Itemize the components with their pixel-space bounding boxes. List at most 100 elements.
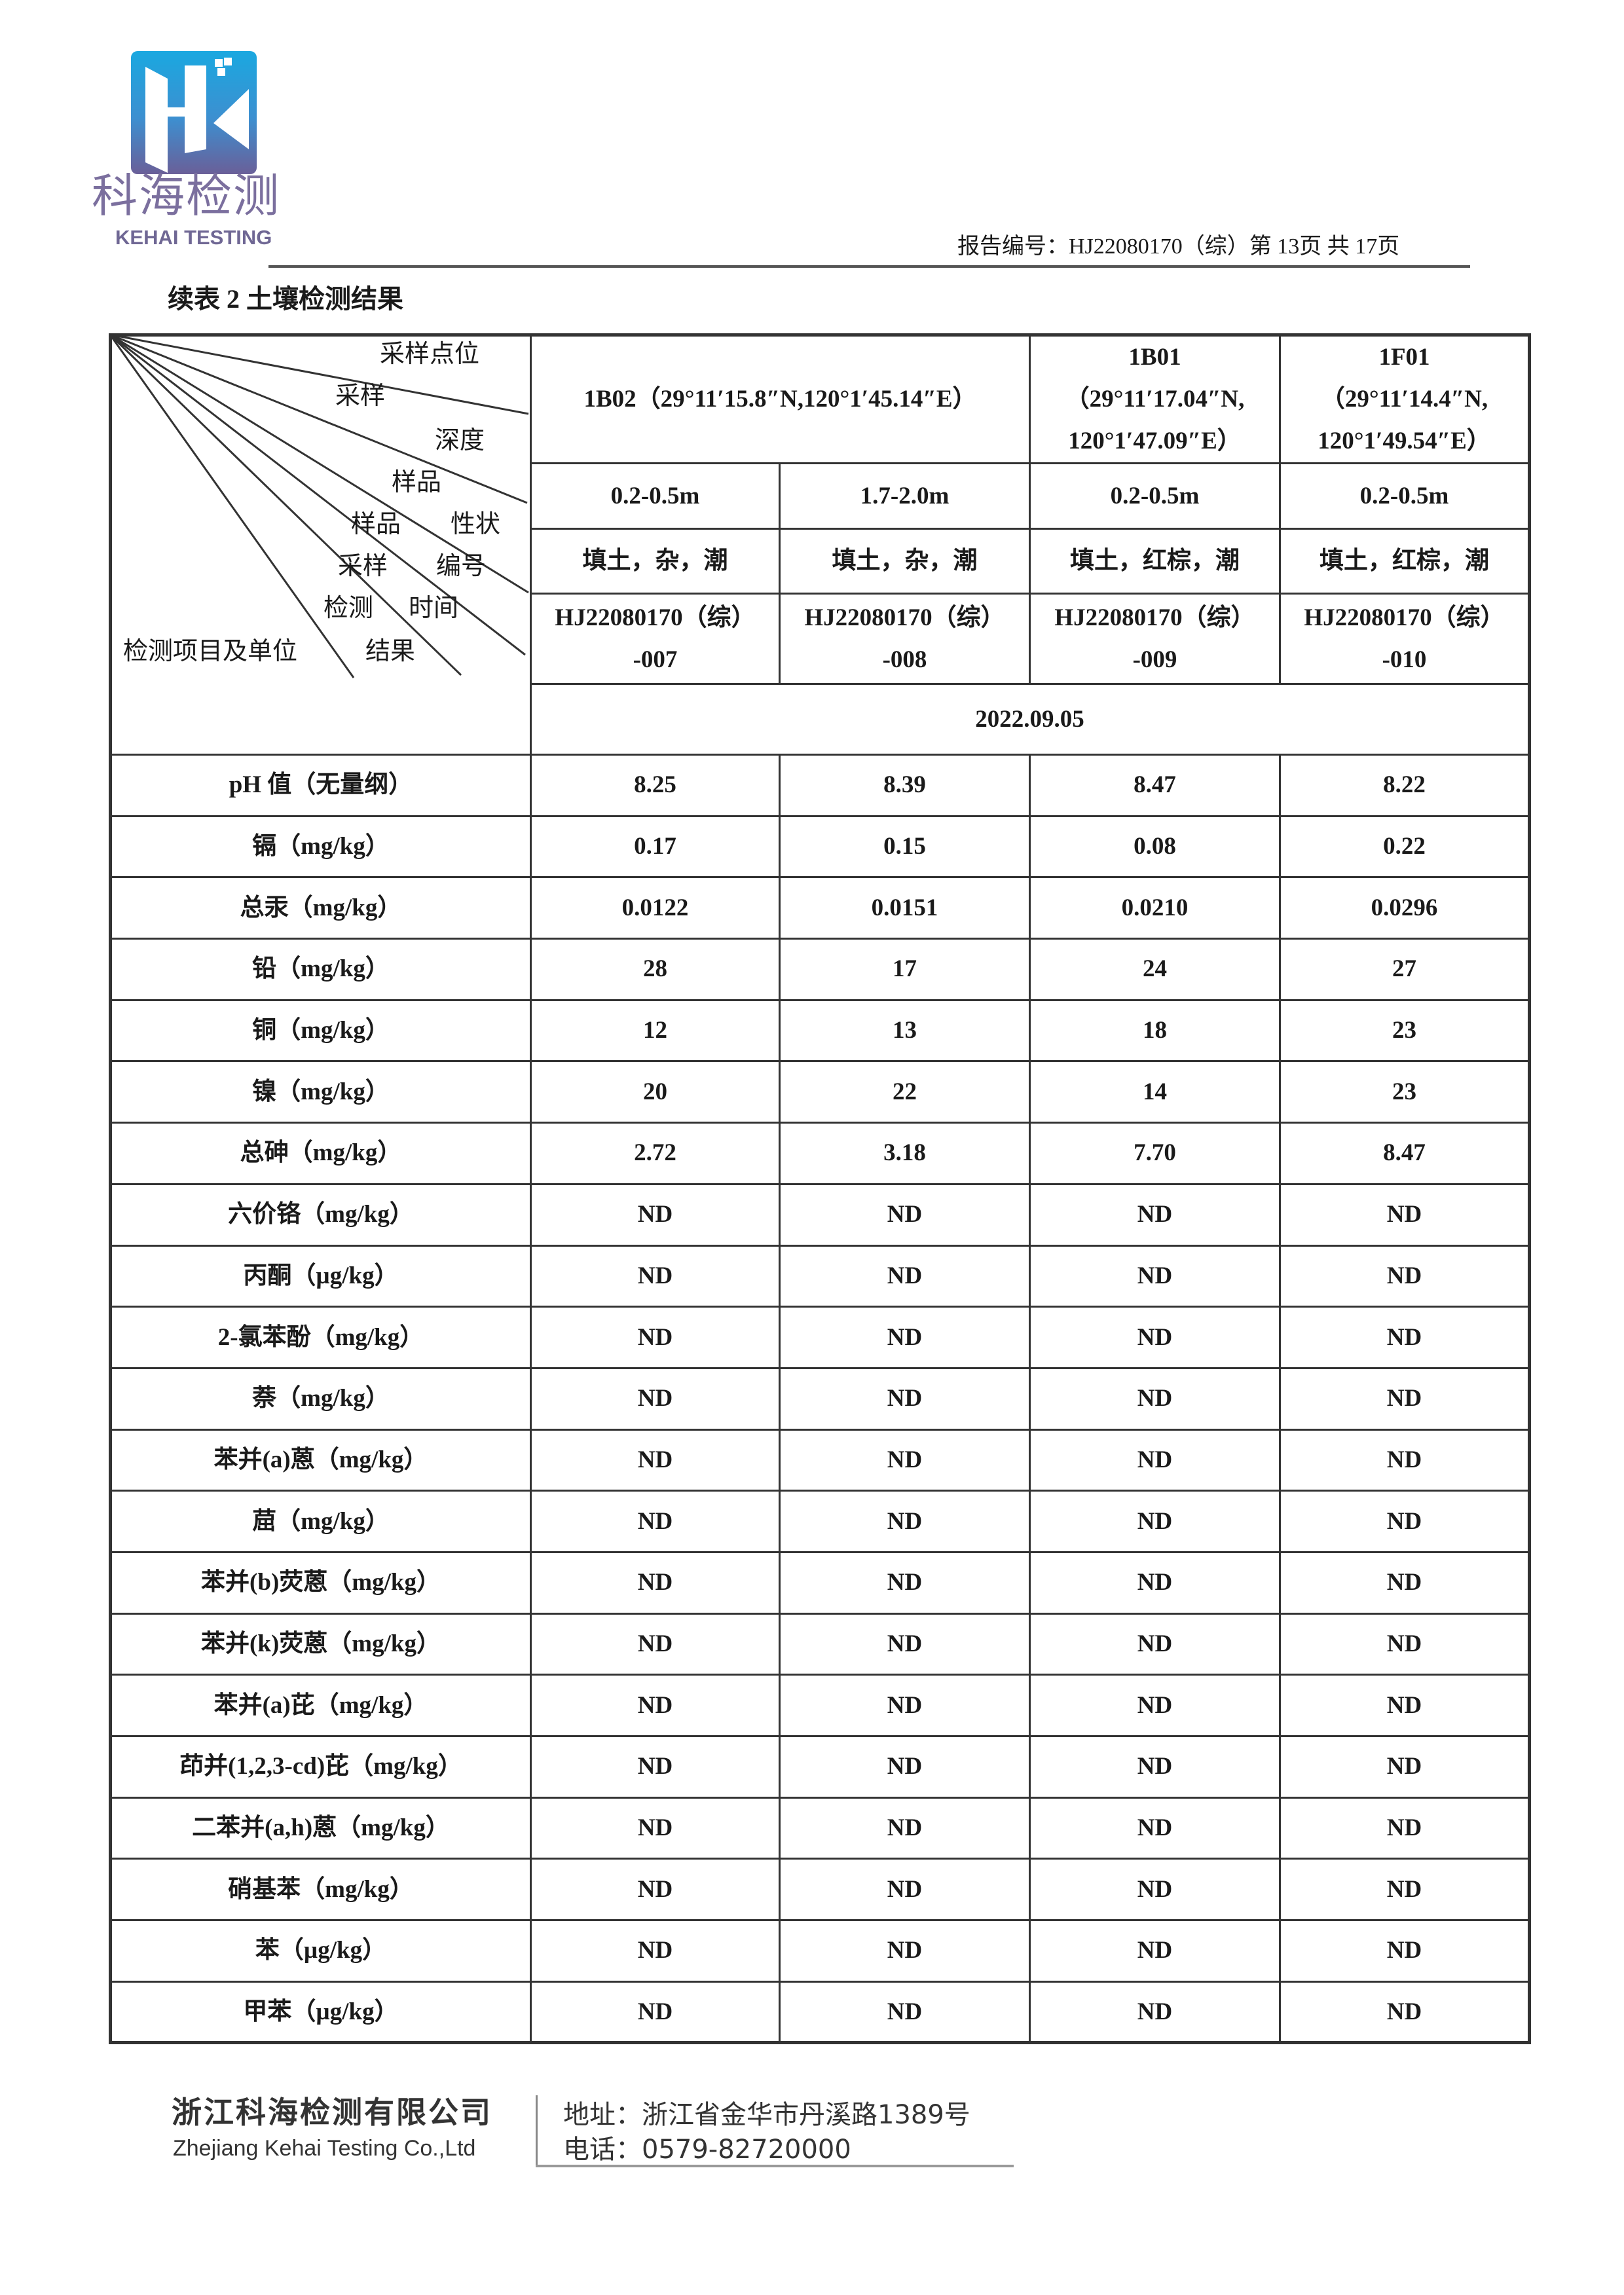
test-item: 总汞（mg/kg） bbox=[109, 876, 532, 940]
result-value: ND bbox=[779, 1858, 1031, 1922]
test-item: 苯并(b)荧蒽（mg/kg） bbox=[109, 1551, 532, 1615]
diag-label-time-a: 检测 bbox=[323, 593, 374, 622]
table-row: 镉（mg/kg） 0.17 0.15 0.08 0.22 bbox=[109, 815, 1531, 879]
diag-label-prop-c: 性状 bbox=[451, 509, 501, 538]
footer-company-en: Zhejiang Kehai Testing Co.,Ltd bbox=[173, 2136, 476, 2161]
sample-id-cell: HJ22080170（综） -010 bbox=[1279, 593, 1531, 685]
table-row: 甲苯（µg/kg） ND ND ND ND bbox=[109, 1980, 1531, 2045]
diagonal-line bbox=[109, 333, 528, 504]
table-row: 铜（mg/kg） 12 13 18 23 bbox=[109, 999, 1531, 1063]
result-value: ND bbox=[530, 1428, 781, 1492]
footer-company-cn: 浙江科海检测有限公司 bbox=[172, 2095, 492, 2130]
result-value: ND bbox=[1029, 1674, 1281, 1737]
test-item: 苯并(k)荧蒽（mg/kg） bbox=[109, 1612, 532, 1676]
site-lat: （29°11′17.04″N, bbox=[1065, 386, 1245, 413]
test-item: 镉（mg/kg） bbox=[109, 815, 532, 879]
test-item: 六价铬（mg/kg） bbox=[109, 1183, 532, 1247]
result-value: ND bbox=[1279, 1858, 1531, 1922]
result-value: ND bbox=[779, 1490, 1031, 1553]
sample-id-cell: HJ22080170（综） -007 bbox=[530, 593, 781, 685]
result-value: 0.17 bbox=[530, 815, 781, 879]
result-value: 2.72 bbox=[530, 1122, 781, 1185]
result-value: 8.22 bbox=[1279, 754, 1531, 817]
test-item: 苯（µg/kg） bbox=[109, 1919, 532, 1983]
result-value: 20 bbox=[530, 1060, 781, 1124]
depth-cell: 0.2-0.5m bbox=[530, 462, 781, 530]
table-row: 苯（µg/kg） ND ND ND ND bbox=[109, 1919, 1531, 1983]
result-value: 0.22 bbox=[1279, 815, 1531, 879]
result-value: ND bbox=[530, 1612, 781, 1676]
result-value: ND bbox=[1029, 1919, 1281, 1983]
table-row: pH 值（无量纲） 8.25 8.39 8.47 8.22 bbox=[109, 754, 1531, 817]
result-value: ND bbox=[1029, 1183, 1281, 1247]
result-value: 14 bbox=[1029, 1060, 1281, 1124]
property-cell: 填土，红棕，潮 bbox=[1029, 528, 1281, 595]
result-value: 23 bbox=[1279, 999, 1531, 1063]
result-value: ND bbox=[779, 1612, 1031, 1676]
result-value: 0.0296 bbox=[1279, 876, 1531, 940]
result-value: 23 bbox=[1279, 1060, 1531, 1124]
sample-id: HJ22080170（综） bbox=[555, 604, 756, 631]
result-value: 24 bbox=[1029, 938, 1281, 1001]
kehai-logo-icon bbox=[131, 51, 257, 174]
result-value: 0.08 bbox=[1029, 815, 1281, 879]
logo-text-cn: 科海检测 bbox=[92, 169, 280, 223]
site-1b01: 1B01 （29°11′17.04″N, 120°1′47.09″E） bbox=[1029, 333, 1281, 464]
test-item: 镍（mg/kg） bbox=[109, 1060, 532, 1124]
result-value: 0.0151 bbox=[779, 876, 1031, 940]
sample-suffix: -009 bbox=[1132, 646, 1177, 673]
result-value: ND bbox=[1029, 1796, 1281, 1860]
result-value: ND bbox=[1029, 1244, 1281, 1308]
result-value: ND bbox=[779, 1919, 1031, 1983]
table-row: 茚并(1,2,3-cd)芘（mg/kg） ND ND ND ND bbox=[109, 1735, 1531, 1799]
diag-label-time-b: 时间 bbox=[409, 593, 459, 622]
depth-cell: 1.7-2.0m bbox=[779, 462, 1031, 530]
result-value: ND bbox=[779, 1183, 1031, 1247]
result-value: 7.70 bbox=[1029, 1122, 1281, 1185]
table-row: 硝基苯（mg/kg） ND ND ND ND bbox=[109, 1858, 1531, 1922]
diagonal-lines bbox=[109, 333, 529, 678]
result-value: ND bbox=[530, 1858, 781, 1922]
result-value: ND bbox=[530, 1735, 781, 1799]
result-value: ND bbox=[779, 1674, 1031, 1737]
result-value: ND bbox=[530, 1551, 781, 1615]
sample-id: HJ22080170（综） bbox=[1054, 604, 1255, 631]
result-value: ND bbox=[1029, 1612, 1281, 1676]
result-value: 27 bbox=[1279, 938, 1531, 1001]
test-item: 萘（mg/kg） bbox=[109, 1367, 532, 1431]
test-item: 总砷（mg/kg） bbox=[109, 1122, 532, 1185]
sample-id-row: HJ22080170（综） -007 HJ22080170（综） -008 HJ22… bbox=[111, 593, 1531, 685]
result-value: ND bbox=[530, 1367, 781, 1431]
result-value: ND bbox=[1279, 1919, 1531, 1983]
table-row: 2-氯苯酚（mg/kg） ND ND ND ND bbox=[109, 1306, 1531, 1369]
result-value: ND bbox=[1279, 1183, 1531, 1247]
date-row: 2022.09.05 bbox=[111, 683, 1531, 756]
result-value: 8.47 bbox=[1279, 1122, 1531, 1185]
header-divider bbox=[268, 265, 1470, 268]
depth-cell: 0.2-0.5m bbox=[1029, 462, 1281, 530]
table-row: 二苯并(a,h)蒽（mg/kg） ND ND ND ND bbox=[109, 1796, 1531, 1860]
result-value: 28 bbox=[530, 938, 781, 1001]
result-value: ND bbox=[1279, 1428, 1531, 1492]
result-value: ND bbox=[779, 1428, 1031, 1492]
site-lon: 120°1′47.09″E） bbox=[1068, 428, 1242, 454]
diag-label-id-a: 采样 bbox=[338, 551, 388, 580]
result-value: ND bbox=[1279, 1306, 1531, 1369]
sample-id: HJ22080170（综） bbox=[1304, 604, 1505, 631]
result-value: ND bbox=[779, 1735, 1031, 1799]
result-value: ND bbox=[530, 1183, 781, 1247]
result-value: ND bbox=[1279, 1674, 1531, 1737]
diagonal-header-cell bbox=[109, 333, 532, 756]
site-code: 1F01 bbox=[1378, 344, 1430, 371]
footer-address: 地址：浙江省金华市丹溪路1389号 bbox=[563, 2100, 970, 2130]
test-item: 苯并(a)蒽（mg/kg） bbox=[109, 1428, 532, 1492]
test-item: 二苯并(a,h)蒽（mg/kg） bbox=[109, 1796, 532, 1860]
test-item: 甲苯（µg/kg） bbox=[109, 1980, 532, 2045]
footer-divider bbox=[536, 2095, 538, 2167]
table-row: 铅（mg/kg） 28 17 24 27 bbox=[109, 938, 1531, 1001]
footer-phone: 电话：0579-82720000 bbox=[563, 2135, 851, 2165]
depth-row: 0.2-0.5m 1.7-2.0m 0.2-0.5m 0.2-0.5m bbox=[111, 462, 1531, 530]
site-1b02: 1B02（29°11′15.8″N,120°1′45.14″E） bbox=[530, 333, 1031, 464]
result-value: ND bbox=[530, 1796, 781, 1860]
result-value: ND bbox=[779, 1980, 1031, 2045]
